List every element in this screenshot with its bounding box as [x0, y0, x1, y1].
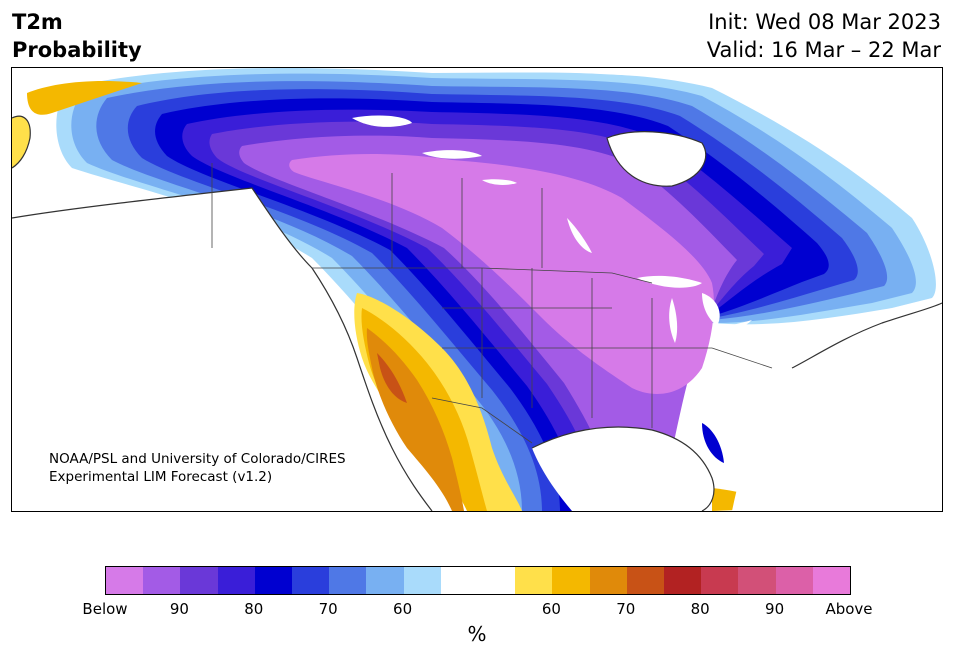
band-above-alaska-edge — [12, 116, 31, 168]
band-above-90 — [377, 353, 407, 403]
map-title: T2m Probability — [12, 8, 142, 64]
lake-winnipeg — [567, 218, 592, 253]
band-above-alaska — [27, 81, 142, 115]
colorbar-cell — [143, 567, 181, 594]
colorbar-cell — [775, 567, 813, 594]
colorbar-tick-label: Below — [82, 600, 128, 618]
band-florida — [702, 423, 724, 463]
valid-range: Valid: 16 Mar – 22 Mar — [706, 38, 941, 62]
credit-line-2: Experimental LIM Forecast (v1.2) — [49, 469, 273, 485]
colorbar-cell — [106, 567, 144, 594]
gulf-of-mexico — [532, 427, 714, 511]
great-bear-lake — [352, 115, 412, 127]
lake-huron — [702, 293, 720, 326]
colorbar-tick-label: 80 — [690, 600, 710, 618]
colorbar-cell — [589, 567, 627, 594]
great-slave-lake — [422, 150, 482, 159]
credit-line-1: NOAA/PSL and University of Colorado/CIRE… — [49, 451, 346, 467]
credit-text: NOAA/PSL and University of Colorado/CIRE… — [49, 450, 346, 486]
arctic-ocean — [12, 68, 942, 90]
band-below-max — [289, 154, 714, 394]
colorbar-cell — [812, 567, 851, 594]
colorbar-cell — [329, 567, 367, 594]
lake-erie — [712, 320, 752, 332]
colorbar-tick-label: 70 — [616, 600, 636, 618]
variable-label: T2m — [12, 10, 63, 34]
lake-michigan — [669, 298, 678, 343]
colorbar-unit: % — [467, 622, 487, 646]
forecast-dates: Init: Wed 08 Mar 2023 Valid: 16 Mar – 22… — [707, 8, 941, 64]
colorbar-cell — [180, 567, 218, 594]
atlantic-ocean — [732, 303, 942, 511]
probability-map — [11, 67, 943, 512]
colorbar-cell — [515, 567, 553, 594]
hudson-bay — [607, 131, 706, 187]
pacific-ocean — [12, 188, 432, 511]
product-label: Probability — [12, 38, 142, 62]
political-borders — [211, 163, 773, 444]
colorbar-cell — [552, 567, 590, 594]
colorbar-cell — [292, 567, 330, 594]
colorbar-cell — [701, 567, 739, 594]
lake-athabasca — [482, 179, 517, 185]
coastlines — [12, 115, 942, 511]
colorbar-tick-label: 80 — [244, 600, 264, 618]
init-date: Init: Wed 08 Mar 2023 — [708, 10, 941, 34]
colorbar — [105, 566, 851, 595]
colorbar-cell — [626, 567, 665, 594]
colorbar-cell — [664, 567, 702, 594]
colorbar-tick-label: 70 — [318, 600, 338, 618]
colorbar-cell — [217, 567, 255, 594]
colorbar-cell — [254, 567, 293, 594]
colorbar-cell — [366, 567, 404, 594]
colorbar-tick-label: Above — [825, 600, 873, 618]
colorbar-tick-label: 60 — [393, 600, 413, 618]
colorbar-cell — [478, 567, 516, 594]
colorbar-tick-label: 90 — [765, 600, 785, 618]
colorbar-cell — [738, 567, 776, 594]
colorbar-tick-label: 90 — [169, 600, 189, 618]
colorbar-tick-label: 60 — [541, 600, 561, 618]
lake-superior — [637, 275, 702, 288]
colorbar-cell — [440, 567, 479, 594]
colorbar-cell — [403, 567, 441, 594]
map-canvas — [12, 68, 942, 511]
